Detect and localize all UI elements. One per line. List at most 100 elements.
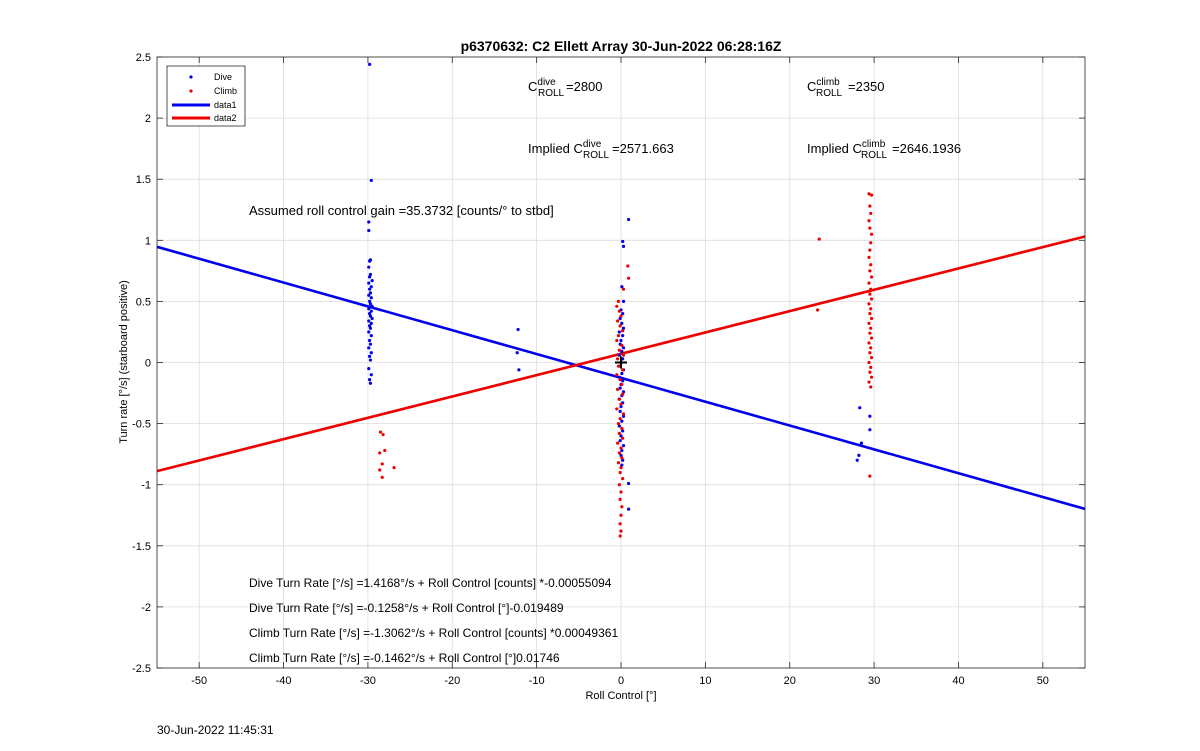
point-climb (618, 470, 622, 475)
point-dive (859, 441, 864, 445)
point-climb (621, 287, 626, 291)
point-dive (367, 324, 372, 328)
point-dive (367, 287, 372, 291)
point-dive (369, 285, 373, 289)
point-dive (367, 312, 372, 316)
point-climb (621, 368, 625, 372)
point-climb (869, 232, 874, 236)
y-tick-label: 1.5 (136, 174, 151, 186)
point-climb (381, 432, 385, 437)
y-tick-label: -2 (141, 602, 151, 614)
point-climb (616, 441, 620, 445)
point-dive (369, 309, 373, 313)
point-climb (620, 426, 624, 431)
point-dive (368, 342, 373, 346)
point-dive (517, 368, 521, 372)
point-climb (868, 292, 872, 296)
point-climb (869, 287, 873, 291)
point-climb (869, 375, 874, 379)
point-climb (619, 465, 623, 470)
point-climb (617, 348, 621, 352)
point-dive (621, 299, 626, 303)
point-dive (368, 302, 373, 306)
point-climb (867, 380, 871, 384)
point-climb (868, 331, 872, 335)
point-climb (621, 436, 625, 440)
annotation-dive-fit-degrees: Dive Turn Rate [°/s] =-0.1258°/s + Roll … (249, 601, 564, 615)
point-dive (369, 351, 373, 355)
point-climb (620, 382, 624, 387)
point-climb (618, 417, 622, 421)
point-dive (370, 279, 374, 283)
point-climb (378, 430, 383, 434)
point-climb (621, 412, 626, 416)
fit-lines (156, 235, 1086, 511)
point-dive (620, 371, 624, 376)
point-dive (367, 319, 371, 323)
point-dive (368, 291, 373, 295)
point-climb (615, 304, 619, 308)
point-climb (868, 370, 872, 374)
x-tick-label: 30 (868, 675, 880, 687)
y-tick-label: -0.5 (132, 419, 151, 431)
x-tick-label: -20 (444, 675, 460, 687)
point-climb (619, 446, 623, 450)
point-dive (367, 228, 371, 233)
x-tick-label: -30 (360, 675, 376, 687)
annotation-c-dive-sup: dive (537, 77, 556, 88)
point-dive (621, 443, 626, 448)
point-climb (867, 302, 871, 306)
point-climb (620, 505, 624, 509)
point-dive (621, 390, 626, 394)
annotation-c-climb-value: =2350 (848, 79, 885, 94)
point-climb (392, 465, 396, 470)
point-dive (368, 314, 373, 318)
point-dive (369, 321, 373, 325)
point-climb (869, 365, 873, 369)
point-climb (869, 241, 873, 245)
x-tick-label: -50 (191, 675, 207, 687)
annotation-c-dive-sub: ROLL (538, 88, 565, 99)
point-climb (626, 276, 631, 280)
fit-line-data2 (156, 235, 1086, 473)
point-dive (367, 265, 371, 269)
point-climb (616, 461, 621, 465)
legend-data1-label: data1 (214, 100, 237, 110)
legend: Dive Climb data1 data2 (166, 65, 246, 127)
point-climb (868, 269, 872, 273)
point-dive (618, 439, 622, 443)
chart-title: p6370632: C2 Ellett Array 30-Jun-2022 06… (461, 38, 782, 54)
point-climb (869, 346, 873, 350)
point-climb (378, 451, 382, 455)
point-dive (618, 386, 622, 390)
point-dive (516, 327, 520, 332)
annotation-c-climb-base: C (807, 79, 816, 94)
annotation-implied-dive: Implied Cdive ROLL =2571.663 (528, 139, 674, 161)
point-climb (868, 204, 872, 208)
point-climb (617, 451, 621, 455)
point-dive (621, 379, 625, 383)
point-climb (615, 407, 619, 411)
point-dive (617, 353, 621, 357)
point-dive (855, 458, 859, 462)
x-axis-label: Roll Control [°] (585, 690, 656, 702)
point-climb (869, 385, 873, 389)
point-climb (619, 402, 623, 406)
point-dive (621, 334, 625, 338)
x-tick-label: 50 (1037, 675, 1049, 687)
point-climb (869, 275, 874, 279)
annotation-implied-climb-base: C (853, 141, 862, 156)
point-climb (869, 356, 874, 360)
point-climb (867, 281, 871, 285)
annotation-c-climb-sub: ROLL (816, 88, 843, 99)
y-tick-label: 0.5 (136, 296, 151, 308)
point-dive (369, 373, 373, 377)
point-climb (869, 316, 874, 321)
point-dive (621, 346, 626, 350)
point-dive (621, 414, 626, 418)
annotation-c-dive-base: C (528, 79, 537, 94)
point-climb (615, 373, 619, 377)
point-climb (619, 529, 623, 533)
point-climb (615, 338, 619, 343)
y-tick-label: -2.5 (132, 663, 151, 675)
